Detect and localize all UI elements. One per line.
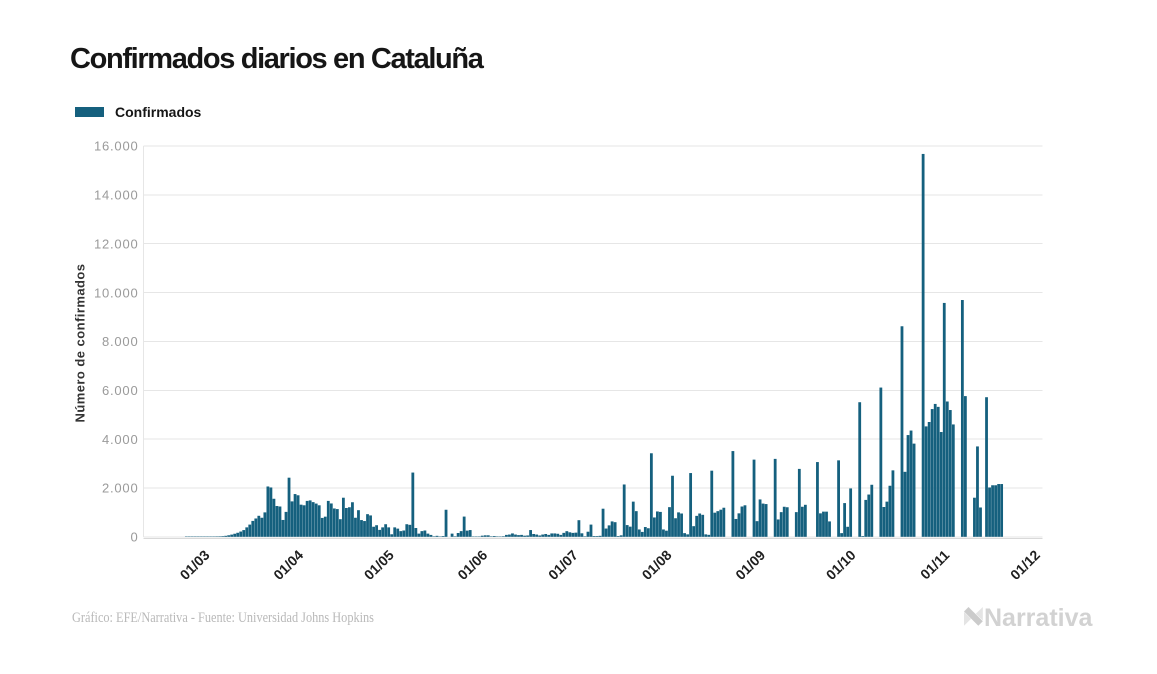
svg-text:01/11: 01/11 <box>917 547 953 583</box>
svg-text:6.000: 6.000 <box>102 383 139 398</box>
svg-text:01/05: 01/05 <box>361 547 397 583</box>
svg-text:8.000: 8.000 <box>102 334 139 349</box>
svg-text:4.000: 4.000 <box>102 432 139 447</box>
svg-text:01/06: 01/06 <box>454 547 490 583</box>
svg-text:01/12: 01/12 <box>1007 547 1043 583</box>
svg-text:14.000: 14.000 <box>94 188 139 203</box>
svg-text:10.000: 10.000 <box>94 285 139 300</box>
svg-text:Número de confirmados: Número de confirmados <box>73 264 88 423</box>
svg-text:01/10: 01/10 <box>823 547 859 583</box>
svg-text:01/08: 01/08 <box>639 547 675 583</box>
svg-text:0: 0 <box>130 530 138 545</box>
svg-text:12.000: 12.000 <box>94 236 139 251</box>
svg-text:01/07: 01/07 <box>545 547 581 583</box>
svg-text:01/09: 01/09 <box>732 547 768 583</box>
svg-text:16.000: 16.000 <box>94 139 139 154</box>
svg-text:2.000: 2.000 <box>102 481 139 496</box>
svg-text:01/03: 01/03 <box>177 547 213 583</box>
svg-text:01/04: 01/04 <box>270 547 306 583</box>
